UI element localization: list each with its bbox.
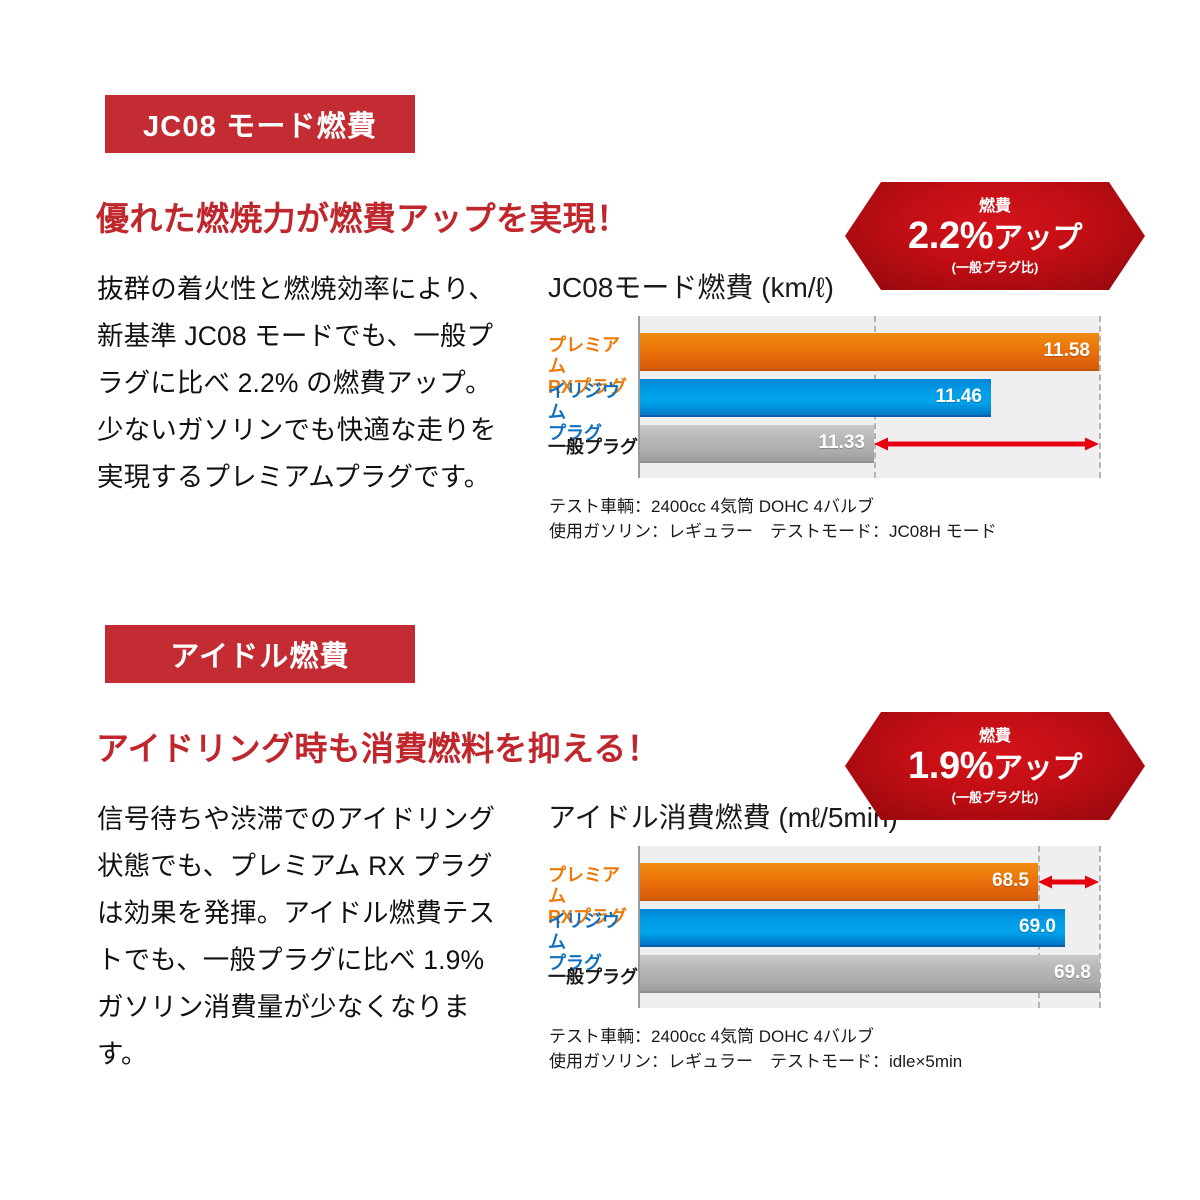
chart1-refline-premium: [1099, 316, 1101, 478]
chart2-row-standard: 69.8: [640, 955, 1100, 993]
badge-fuel-economy-jc08: 燃費 2.2%アップ (一般プラグ比): [840, 177, 1150, 295]
section-tag-idle: アイドル燃費: [105, 625, 415, 683]
badge1-value: 2.2%: [908, 214, 994, 257]
chart2-value-standard: 69.8: [1054, 962, 1091, 983]
chart1-value-premium: 11.58: [1043, 340, 1091, 361]
chart2-bar-standard[interactable]: 69.8: [640, 955, 1100, 993]
chart2-bar-premium[interactable]: 68.5: [640, 863, 1038, 901]
chart2-bar-iridium[interactable]: 69.0: [640, 909, 1065, 947]
chart1-bar-premium[interactable]: 11.58: [640, 333, 1099, 371]
chart2-value-premium: 68.5: [992, 870, 1029, 891]
badge2-sub-label: (一般プラグ比): [951, 789, 1039, 805]
section-tag-jc08: JC08 モード燃費: [105, 95, 415, 153]
chart1-row-standard: 11.33: [640, 425, 1100, 463]
chart2-difference-arrow: [1038, 875, 1099, 889]
chart2-row-iridium: 69.0: [640, 909, 1100, 947]
chart-title-idle: アイドル消費燃費 (mℓ/5min): [548, 802, 898, 833]
chart1-difference-arrow: [874, 437, 1099, 451]
chart2-category-iridium: イリジウム プラグ: [548, 911, 620, 973]
chart-title-jc08: JC08モード燃費 (km/ℓ): [548, 272, 834, 303]
chart1-row-iridium: 11.46: [640, 379, 1100, 417]
chart1-value-standard: 11.33: [818, 432, 866, 453]
chart1-footnote: テスト車輌：2400cc 4気筒 DOHC 4バルブ 使用ガソリン：レギュラー …: [549, 497, 997, 541]
chart1-category-iridium: イリジウム プラグ: [548, 381, 620, 443]
chart2-refline-standard: [1099, 846, 1101, 1008]
chart2-value-iridium: 69.0: [1019, 916, 1056, 937]
chart1-category-standard: 一般プラグ: [548, 437, 638, 457]
badge2-up-label: アップ: [993, 751, 1082, 785]
badge2-hex-shape: [845, 712, 1145, 820]
chart2-row-premium: 68.5: [640, 863, 1100, 901]
chart2-category-premium: プレミアム RXプラグ: [548, 865, 628, 927]
chart2-plot-area: 68.5 69.0 69.8: [638, 846, 1101, 1008]
badge1-up-label: アップ: [993, 221, 1082, 255]
chart1-row-premium: 11.58: [640, 333, 1100, 371]
badge2-value: 1.9%: [908, 744, 994, 787]
section-headline-idle: アイドリング時も消費燃料を抑える！: [96, 730, 660, 767]
section-body-jc08: 抜群の着火性と燃焼効率により、新基準 JC08 モードでも、一般プラグに比べ 2…: [97, 274, 497, 492]
badge1-hex-shape: [845, 182, 1145, 290]
chart1-category-premium: プレミアム RXプラグ: [548, 335, 628, 397]
badge1-sub-label: (一般プラグ比): [951, 259, 1039, 275]
chart2-footnote: テスト車輌：2400cc 4気筒 DOHC 4バルブ 使用ガソリン：レギュラー …: [549, 1027, 963, 1071]
chart1-value-iridium: 11.46: [935, 386, 983, 407]
chart2-category-standard: 一般プラグ: [548, 967, 638, 987]
section-headline-jc08: 優れた燃焼力が燃費アップを実現！: [96, 200, 630, 237]
badge-fuel-economy-idle: 燃費 1.9%アップ (一般プラグ比): [840, 707, 1150, 825]
badge1-top-label: 燃費: [978, 197, 1011, 215]
chart1-bar-iridium[interactable]: 11.46: [640, 379, 991, 417]
badge2-top-label: 燃費: [978, 727, 1011, 745]
section-body-idle: 信号待ちや渋滞でのアイドリング状態でも、プレミアム RX プラグは効果を発揮。ア…: [97, 804, 496, 1069]
chart1-bar-standard[interactable]: 11.33: [640, 425, 874, 463]
chart1-plot-area: 11.58 11.46 11.33: [638, 316, 1101, 478]
